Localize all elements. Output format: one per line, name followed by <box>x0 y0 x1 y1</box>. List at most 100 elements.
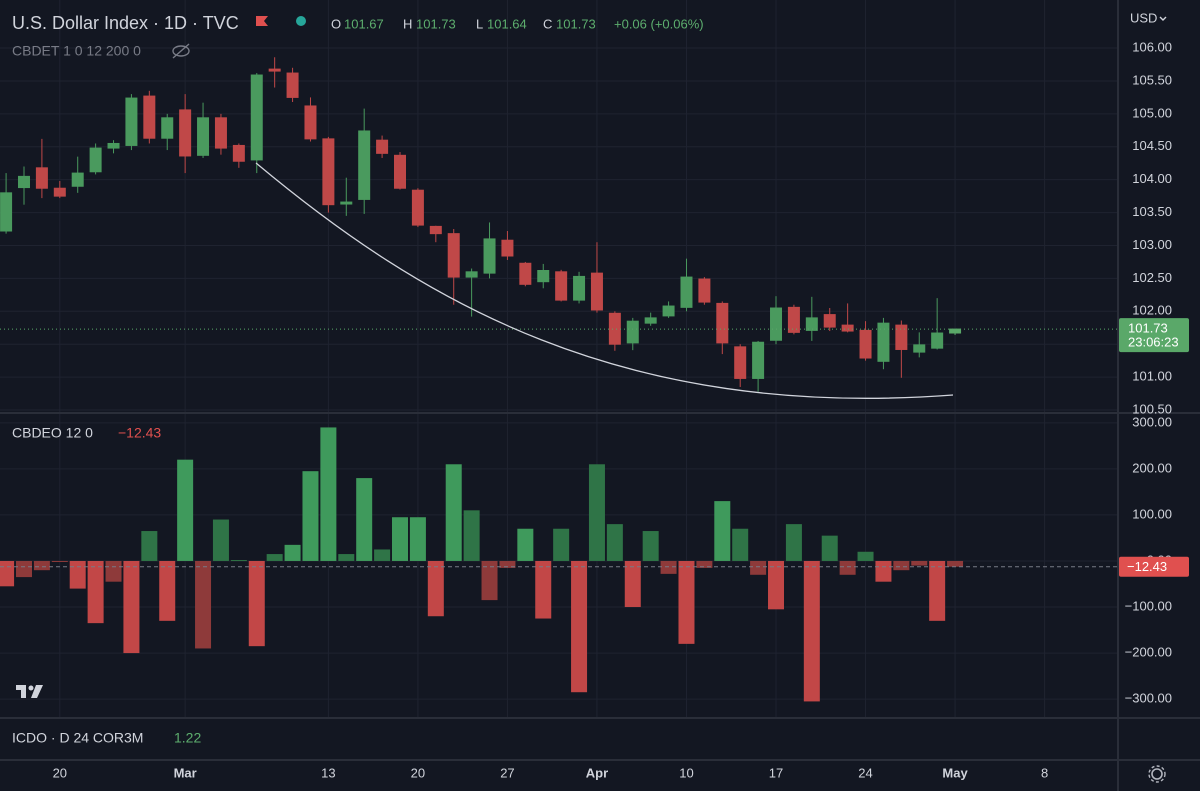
candle-body <box>913 344 926 353</box>
y-tick-label: 106.00 <box>1132 39 1172 54</box>
histogram-bar <box>875 560 892 582</box>
histogram-bar <box>177 459 194 561</box>
ohlc-value: 101.67 <box>344 16 384 31</box>
ohlc-letter: O <box>331 16 341 31</box>
histogram-bar <box>212 519 229 561</box>
candle-body <box>232 144 245 162</box>
y-tick-label: 105.50 <box>1132 72 1172 87</box>
candle-body <box>340 201 353 205</box>
flag-icon[interactable] <box>256 16 268 26</box>
hide-icon[interactable] <box>172 43 190 59</box>
candle-body <box>394 154 407 189</box>
histogram-bar <box>445 464 462 561</box>
status-dot <box>296 16 306 26</box>
histogram-bar <box>768 560 785 610</box>
y-tick-label: −100.00 <box>1125 598 1172 613</box>
y-tick-label: 102.00 <box>1132 303 1172 318</box>
candle-body <box>644 317 657 324</box>
y-tick-label: 103.00 <box>1132 237 1172 252</box>
candle-body <box>626 320 639 344</box>
change-value: +0.06 (+0.06%) <box>614 16 704 31</box>
histogram-bar <box>571 560 588 693</box>
y-tick-label: 104.00 <box>1132 171 1172 186</box>
histogram-bar <box>660 560 677 574</box>
candle-body <box>161 117 174 139</box>
histogram-bar <box>409 517 426 561</box>
candle-body <box>17 175 30 189</box>
y-tick-label: 300.00 <box>1132 414 1172 429</box>
y-tick-label: 103.50 <box>1132 204 1172 219</box>
candle-body <box>949 328 962 334</box>
x-tick-label: 27 <box>500 765 514 780</box>
candle-body <box>143 95 156 139</box>
ohlc-value: 101.64 <box>487 16 527 31</box>
candle-body <box>447 233 460 278</box>
histogram-bar <box>803 560 820 702</box>
histogram-bar <box>588 464 605 561</box>
symbol-title[interactable]: U.S. Dollar Index · 1D · TVC <box>12 13 239 33</box>
histogram-bar <box>553 528 570 561</box>
y-tick-label: 102.50 <box>1132 270 1172 285</box>
histogram-bar <box>839 560 856 575</box>
candle-body <box>35 167 48 189</box>
histogram-bar <box>929 560 946 621</box>
histogram-bar <box>857 551 874 561</box>
y-tick-label: 100.50 <box>1132 401 1172 416</box>
candle-body <box>823 314 836 328</box>
candle-body <box>358 130 371 200</box>
histogram-bar <box>123 560 140 654</box>
tv-logo <box>16 685 43 698</box>
candle-body <box>770 307 783 341</box>
candle-body <box>734 346 747 379</box>
candle-body <box>608 312 621 345</box>
candle-body <box>179 109 192 157</box>
histogram-bar <box>642 531 659 561</box>
histogram-bar <box>785 524 802 561</box>
histogram-bar <box>750 560 767 575</box>
currency-selector[interactable]: USD <box>1130 10 1157 25</box>
histogram-bar <box>821 535 838 561</box>
y-tick-label: 200.00 <box>1132 460 1172 475</box>
x-tick-label: 8 <box>1041 765 1048 780</box>
y-tick-label: 100.00 <box>1132 506 1172 521</box>
histogram-bar <box>320 427 337 561</box>
candle-body <box>376 139 389 154</box>
candle-body <box>555 271 568 301</box>
candle-body <box>537 269 550 283</box>
histogram-bar <box>374 549 391 561</box>
indicator-value: −12.43 <box>118 425 161 441</box>
candle-body <box>250 74 263 161</box>
histogram-bar <box>911 560 928 566</box>
scale-layer: 20 Mar 13 20 27 Apr 10 17 24 May 8 100.50 101.00 101.… <box>53 39 1189 780</box>
histogram-bar <box>248 560 265 647</box>
histogram-bar <box>338 554 355 561</box>
candle-body <box>483 238 496 274</box>
histogram-bar <box>517 528 534 561</box>
candle-body <box>787 306 800 333</box>
histogram-bar <box>947 560 964 567</box>
candle-body <box>322 138 335 206</box>
indicator-title[interactable]: CBDET 1 0 12 200 0 <box>12 43 141 59</box>
candle-body <box>680 276 693 308</box>
histogram-bar <box>15 560 32 578</box>
countdown-label: 23:06:23 <box>1128 335 1179 350</box>
trend-curve-drawing[interactable] <box>255 162 954 399</box>
histogram-bar <box>463 510 480 561</box>
settings-gear[interactable] <box>1148 765 1166 783</box>
last-value-label: −12.43 <box>1127 559 1167 574</box>
histogram-bar <box>893 560 910 571</box>
candle-body <box>877 322 890 362</box>
indicator-value: 1.22 <box>174 730 201 746</box>
candle-body <box>429 225 442 235</box>
indicator-title[interactable]: CBDEO 12 0 <box>12 425 93 441</box>
x-tick-label: 13 <box>321 765 335 780</box>
indicator-title[interactable]: ICDO · D 24 COR3M <box>12 730 143 746</box>
histogram-bar <box>69 560 86 589</box>
candle-body <box>895 324 908 350</box>
candle-body <box>841 324 854 332</box>
histogram-bar <box>427 560 444 617</box>
x-tick-label: Mar <box>174 765 197 780</box>
y-tick-label: 101.00 <box>1132 369 1172 384</box>
candle-body <box>716 302 729 344</box>
